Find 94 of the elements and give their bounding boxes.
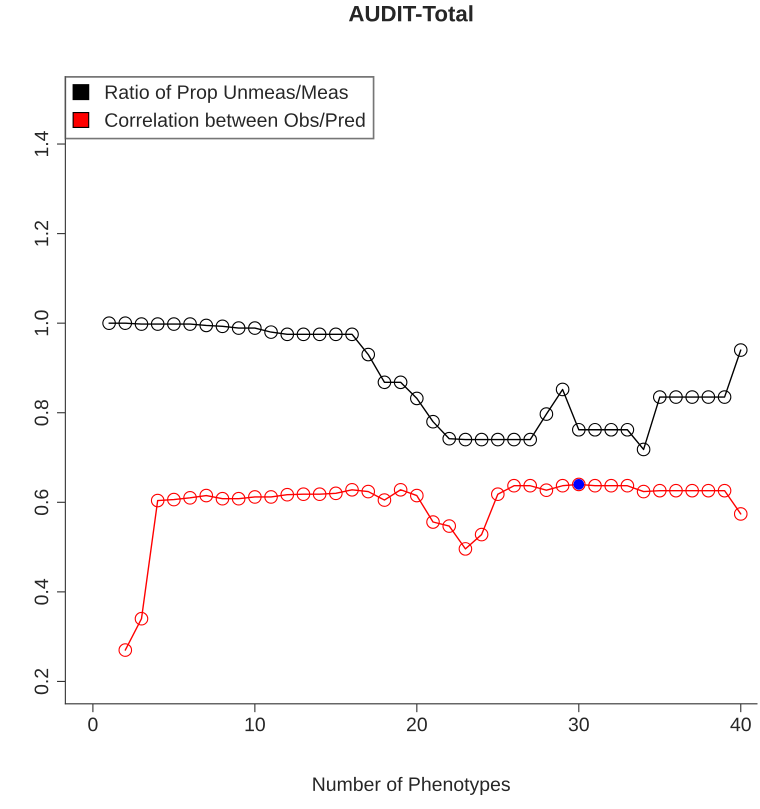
point (507, 432, 521, 446)
point (280, 488, 294, 502)
point (718, 484, 732, 498)
point (491, 487, 505, 502)
point (167, 492, 181, 506)
point (734, 343, 748, 357)
chart-title: AUDIT-Total (348, 5, 472, 22)
point (604, 478, 618, 493)
point (264, 325, 278, 339)
point (199, 488, 214, 502)
point (216, 492, 230, 506)
y-tick-label: 0.4 (34, 578, 48, 605)
point (442, 519, 456, 533)
point (572, 422, 586, 437)
point (410, 488, 424, 502)
legend-label: Correlation between Obs/Pred (105, 112, 365, 127)
point (491, 432, 505, 446)
point (118, 316, 132, 330)
point (167, 317, 181, 331)
x-tick-label: 10 (246, 718, 265, 732)
point (426, 515, 440, 529)
point (329, 486, 343, 500)
y-tick-label: 1.2 (34, 221, 48, 246)
point (669, 390, 683, 404)
point (296, 328, 310, 342)
point (702, 390, 716, 404)
point (652, 390, 667, 404)
point (442, 432, 456, 446)
point (620, 422, 634, 437)
y-tick-label: 0.6 (34, 490, 48, 516)
point (394, 482, 408, 497)
point (361, 484, 376, 498)
x-tick-label: 40 (730, 718, 751, 732)
point (523, 432, 538, 446)
point (394, 375, 408, 390)
point (264, 490, 278, 504)
point (199, 318, 214, 332)
x-tick-label: 20 (406, 718, 427, 732)
point (102, 316, 116, 330)
point (604, 422, 618, 437)
point (134, 317, 148, 331)
point (216, 319, 230, 334)
point (232, 321, 246, 335)
point (556, 382, 570, 396)
point (378, 493, 392, 507)
point (588, 478, 602, 493)
y-tick-label: 1.4 (34, 131, 48, 156)
y-tick-label: 1.0 (34, 310, 48, 336)
point (329, 328, 343, 342)
point (636, 484, 650, 498)
point (232, 492, 246, 506)
legend-label: Ratio of Prop Unmeas/Meas (106, 84, 348, 103)
point (183, 317, 197, 331)
point (685, 484, 699, 498)
point (474, 432, 488, 446)
point (474, 528, 488, 542)
point (620, 478, 634, 493)
point (426, 414, 440, 428)
point (345, 482, 359, 497)
point (507, 478, 521, 493)
point (702, 484, 716, 498)
point (312, 487, 326, 502)
point (361, 348, 376, 362)
y-tick-label: 0.2 (34, 668, 48, 694)
point (734, 507, 748, 521)
point (718, 390, 732, 404)
point (183, 491, 197, 505)
point (150, 494, 164, 508)
point (652, 484, 667, 498)
x-tick-label: 0 (88, 718, 98, 732)
point (248, 321, 262, 335)
point (540, 407, 554, 421)
y-tick-label: 0.8 (34, 400, 48, 426)
point (312, 328, 326, 342)
point (523, 478, 538, 493)
point (540, 483, 554, 498)
point (345, 328, 359, 342)
point (685, 390, 699, 404)
point (118, 643, 132, 657)
point (636, 442, 650, 456)
x-tick-label: 30 (568, 718, 589, 732)
point (296, 487, 310, 502)
point (458, 432, 472, 446)
point (134, 612, 148, 626)
x-axis-title: Number of Phenotypes (313, 776, 510, 795)
point (248, 490, 262, 504)
point (669, 484, 683, 498)
point (556, 478, 570, 493)
point (150, 317, 164, 331)
point (458, 542, 472, 556)
point (378, 375, 392, 390)
point (280, 328, 294, 342)
point (588, 422, 602, 437)
point (410, 392, 424, 406)
